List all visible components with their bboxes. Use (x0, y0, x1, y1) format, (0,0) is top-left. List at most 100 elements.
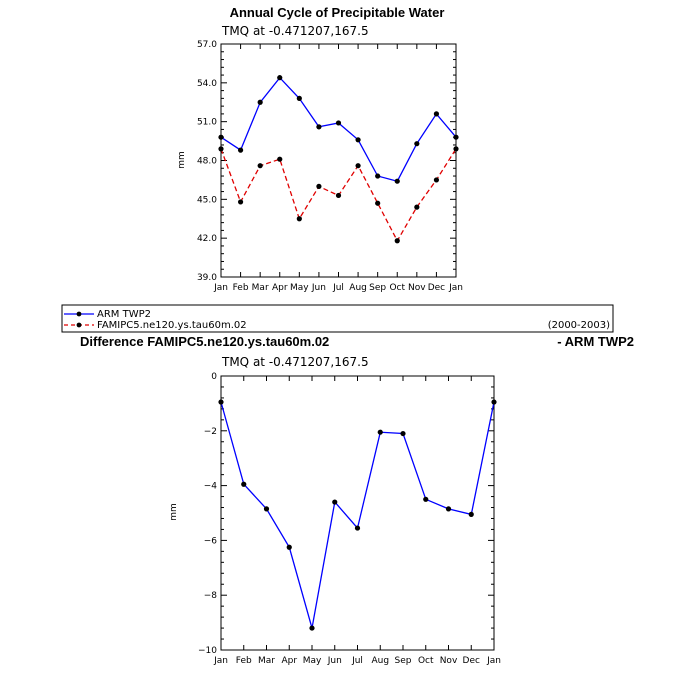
chart2-frame (220, 375, 495, 651)
chart1-series-2-point (257, 163, 263, 169)
x-tick-label: Oct (389, 283, 405, 293)
y-tick-label: −10 (198, 646, 217, 656)
chart1-title: Annual Cycle of Precipitable Water (230, 5, 445, 20)
chart1-series-2-point (296, 216, 302, 222)
x-tick-label: Aug (349, 283, 367, 293)
legend-marker-model (76, 322, 82, 328)
chart1-series-1-point (218, 134, 224, 140)
chart1-series-2-point (335, 192, 342, 199)
chart1-subtitle: TMQ at -0.471207,167.5 (221, 24, 369, 38)
chart-annual-cycle: Annual Cycle of Precipitable Water TMQ a… (177, 5, 463, 293)
chart1-series-1-point (335, 120, 342, 126)
x-tick-label: Dec (463, 656, 480, 666)
y-tick-label: −2 (204, 427, 217, 437)
x-tick-label: May (290, 283, 309, 293)
y-tick-label: 54.0 (197, 79, 217, 89)
chart1-series-2-point (375, 200, 381, 206)
chart2-ylabel: mm (169, 503, 179, 521)
x-tick-label: Sep (395, 656, 412, 666)
x-tick-label: Oct (418, 656, 434, 666)
y-tick-label: −4 (204, 482, 218, 492)
chart1-series-1-point (277, 75, 283, 81)
chart1-plot-area: Jan Feb Mar Apr May Jun Jul Aug Sep Oct Nov Dec Jan3… (197, 40, 463, 293)
chart1-series-1-point (433, 111, 440, 117)
chart1-series-1-point (316, 124, 322, 130)
chart2-series-1-point (218, 399, 224, 405)
chart1-series-2-point (218, 146, 224, 152)
chart1-series-2-point (277, 156, 283, 162)
chart1-series-2-point (414, 204, 420, 210)
x-tick-label: Jan (486, 656, 501, 666)
chart2-series-1-point (286, 544, 292, 550)
chart1-series-1-point (257, 99, 263, 105)
chart2-series-1-point (354, 525, 361, 531)
chart1-series-2-point (453, 146, 459, 152)
x-tick-label: Feb (236, 656, 252, 666)
chart1-ylabel: mm (177, 151, 187, 169)
x-tick-label: Feb (233, 283, 249, 293)
chart-difference: Difference FAMIPC5.ne120.ys.tau60m.02 - … (80, 334, 634, 666)
y-tick-label: −6 (204, 536, 218, 546)
chart2-series-1-point (332, 499, 338, 505)
x-tick-label: Nov (408, 283, 426, 293)
chart1-series-2-point (237, 199, 244, 205)
x-tick-label: Dec (428, 283, 445, 293)
chart1-series-1-point (375, 173, 381, 179)
chart1-series-line-1 (220, 76, 457, 182)
chart2-series-1-point (263, 506, 270, 512)
x-tick-label: Aug (371, 656, 389, 666)
y-tick-label: 48.0 (197, 157, 217, 167)
chart2-series-1-point (468, 511, 474, 517)
x-tick-label: Jan (448, 283, 463, 293)
chart1-series-1-point (237, 147, 244, 153)
legend-label-arm: ARM TWP2 (97, 309, 151, 320)
chart2-series-1-point (491, 399, 497, 405)
x-tick-label: May (303, 656, 322, 666)
legend-label-model: FAMIPC5.ne120.ys.tau60m.02 (97, 320, 247, 331)
y-tick-label: 57.0 (197, 40, 217, 50)
legend-box (61, 304, 614, 333)
chart1-series-1-point (355, 137, 361, 143)
chart2-title-right: - ARM TWP2 (557, 334, 634, 349)
x-tick-label: Apr (272, 283, 288, 293)
chart1-series-1-point (453, 134, 459, 140)
chart2-series-1-point (241, 481, 247, 487)
x-tick-label: Jun (311, 283, 326, 293)
y-tick-label: 42.0 (197, 234, 217, 244)
chart2-series-1-point (423, 496, 429, 502)
y-tick-label: 0 (211, 372, 217, 382)
x-tick-label: Nov (440, 656, 458, 666)
x-tick-label: Apr (281, 656, 297, 666)
y-tick-label: −8 (204, 591, 218, 601)
chart2-series-1-point (400, 430, 406, 437)
chart2-series-1-point (377, 429, 383, 435)
x-tick-label: Jul (332, 283, 344, 293)
chart2-series-1-point (309, 625, 315, 631)
x-tick-label: Mar (258, 656, 275, 666)
chart1-series-2-point (394, 238, 400, 244)
legend-period: (2000-2003) (548, 320, 610, 331)
chart2-plot-area: Jan Feb Mar Apr May Jun Jul Aug Sep Oct Nov Dec Jan−… (198, 372, 501, 666)
x-tick-label: Jan (213, 656, 228, 666)
chart1-series-1-point (394, 178, 400, 184)
legend-marker-arm (76, 311, 82, 317)
x-tick-label: Jul (351, 656, 363, 666)
chart2-title: Difference FAMIPC5.ne120.ys.tau60m.02 (80, 334, 329, 349)
x-tick-label: Mar (252, 283, 269, 293)
x-tick-label: Jun (327, 656, 342, 666)
chart1-frame (220, 43, 457, 278)
chart1-series-1-point (296, 95, 302, 101)
chart1-series-2-point (433, 177, 440, 183)
x-tick-label: Sep (369, 283, 386, 293)
x-tick-label: Jan (213, 283, 228, 293)
chart1-series-2-point (316, 183, 322, 189)
chart1-series-1-point (414, 141, 420, 147)
chart2-subtitle: TMQ at -0.471207,167.5 (221, 355, 369, 369)
chart2-series-1-point (445, 506, 452, 512)
chart2-series-line-1 (220, 401, 495, 629)
chart1-series-2-point (355, 163, 361, 169)
y-tick-label: 45.0 (197, 195, 217, 205)
y-tick-label: 39.0 (197, 273, 217, 283)
legend: ARM TWP2 FAMIPC5.ne120.ys.tau60m.02 (200… (61, 304, 614, 333)
